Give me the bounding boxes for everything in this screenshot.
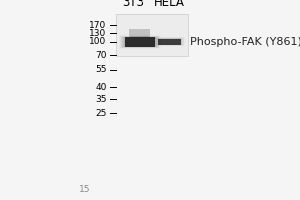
Text: 3T3: 3T3 [122, 0, 145, 9]
Text: 170: 170 [89, 21, 106, 29]
Bar [120, 36, 159, 48]
Bar [156, 38, 183, 45]
Text: HELA: HELA [154, 0, 185, 9]
Bar [121, 36, 158, 48]
Bar [119, 36, 160, 48]
Text: 55: 55 [95, 66, 106, 74]
Bar [121, 36, 158, 48]
Text: 35: 35 [95, 95, 106, 104]
Bar [116, 14, 188, 56]
Bar [155, 37, 184, 46]
Text: 130: 130 [89, 28, 106, 38]
Text: Phospho-FAK (Y861): Phospho-FAK (Y861) [190, 37, 300, 47]
Text: 40: 40 [95, 83, 106, 92]
Bar [124, 38, 154, 46]
Bar [122, 36, 158, 48]
Text: 70: 70 [95, 50, 106, 60]
Bar [154, 37, 185, 46]
Text: 25: 25 [95, 108, 106, 117]
Bar [118, 35, 160, 49]
Bar [155, 38, 184, 46]
Bar [157, 38, 182, 45]
Text: 15: 15 [79, 184, 90, 194]
Text: 100: 100 [89, 38, 106, 46]
Bar [154, 37, 185, 46]
Bar [124, 37, 155, 47]
Bar [119, 35, 160, 49]
Bar [123, 37, 156, 47]
Bar [129, 29, 150, 36]
Bar [158, 38, 181, 45]
Bar [158, 39, 181, 45]
Bar [122, 37, 157, 47]
Bar [130, 36, 148, 38]
Bar [122, 37, 157, 47]
Bar [124, 37, 155, 47]
Bar [157, 38, 182, 45]
